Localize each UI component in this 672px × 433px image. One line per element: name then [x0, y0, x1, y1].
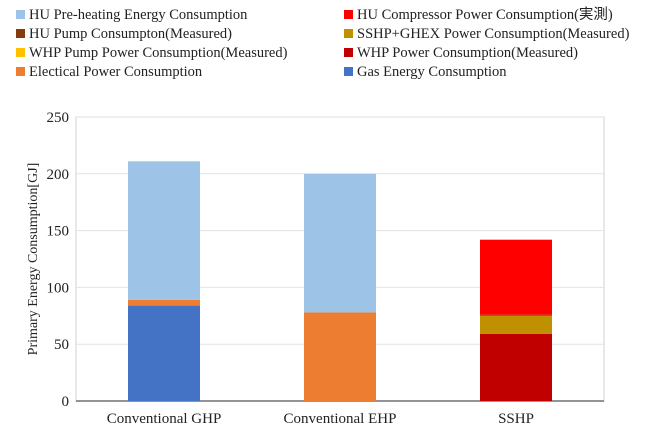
x-tick-label-conventional-ghp: Conventional GHP	[107, 411, 222, 427]
bar-segment-sshp-hu-pump-consumpton-measured	[480, 314, 552, 316]
legend-label-whp-pump-power-consumption-measured: WHP Pump Power Consumption(Measured)	[29, 45, 288, 61]
x-tick-label-conventional-ehp: Conventional EHP	[284, 411, 397, 427]
legend-swatch-whp-power-consumption-measured	[344, 48, 353, 57]
legend-label-sshp-ghex-power-consumption-measured: SSHP+GHEX Power Consumption(Measured)	[357, 26, 630, 42]
legend-swatch-hu-pump-consumpton-measured	[16, 29, 25, 38]
bar-segment-conventional-ghp-gas-energy-consumption	[128, 305, 200, 401]
legend-label-hu-pre-heating-energy-consumption: HU Pre-heating Energy Consumption	[29, 7, 248, 23]
y-tick-label-100: 100	[47, 280, 70, 296]
bar-segment-conventional-ghp-electical-power-consumption	[128, 299, 200, 306]
legend-swatch-sshp-ghex-power-consumption-measured	[344, 29, 353, 38]
y-tick-label-150: 150	[47, 224, 70, 240]
legend-label-gas-energy-consumption: Gas Energy Consumption	[357, 64, 507, 80]
bar-segment-sshp-hu-compressor-power-consumption	[480, 239, 552, 315]
y-axis-label: Primary Energy Consumption[GJ]	[26, 163, 41, 356]
legend-swatch-gas-energy-consumption	[344, 67, 353, 76]
y-tick-label-50: 50	[54, 337, 69, 353]
legend: HU Pre-heating Energy Consumption HU Comp…	[16, 6, 630, 80]
y-tick-label-250: 250	[47, 110, 70, 126]
legend-label-hu-compressor-power-consumption: HU Compressor Power Consumption(実測)	[357, 6, 613, 23]
legend-swatch-hu-pre-heating-energy-consumption	[16, 10, 25, 19]
y-tick-label-0: 0	[62, 394, 70, 410]
bar-segment-sshp-sshp-ghex-power-consumption-measured	[480, 315, 552, 334]
legend-swatch-hu-compressor-power-consumption	[344, 10, 353, 19]
legend-label-electical-power-consumption: Electical Power Consumption	[29, 64, 203, 80]
bar-segment-conventional-ehp-electical-power-consumption	[304, 312, 376, 401]
bar-segment-conventional-ghp-hu-pre-heating-energy-consumption	[128, 161, 200, 300]
plot-area: 0 50 100 150 200 250 Conventional GHP Conventio…	[26, 110, 605, 427]
y-tick-label-200: 200	[47, 167, 70, 183]
legend-label-hu-pump-consumpton-measured: HU Pump Consumpton(Measured)	[29, 26, 232, 42]
legend-swatch-electical-power-consumption	[16, 67, 25, 76]
bar-segment-sshp-whp-power-consumption-measured	[480, 333, 552, 401]
legend-swatch-whp-pump-power-consumption-measured	[16, 48, 25, 57]
legend-label-whp-power-consumption-measured: WHP Power Consumption(Measured)	[357, 45, 578, 61]
x-tick-label-sshp: SSHP	[498, 411, 534, 427]
bar-segment-conventional-ehp-hu-pre-heating-energy-consumption	[304, 173, 376, 313]
